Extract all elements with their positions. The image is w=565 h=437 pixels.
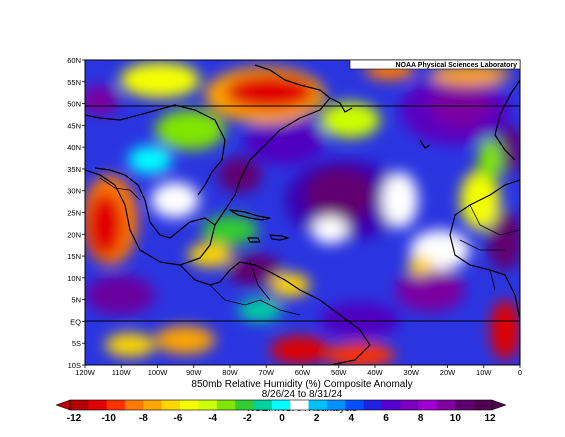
colorbar-label: 8 xyxy=(418,413,424,424)
lat-label: 5N xyxy=(71,296,81,305)
colorbar-swatch xyxy=(88,400,107,410)
colorbar-arrow-left xyxy=(55,399,71,411)
colorbar-labels: -12 -10 -8 -6 -4 -2 0 2 4 6 8 10 12 xyxy=(67,413,496,424)
colorbar-label: -10 xyxy=(101,413,116,424)
lat-label: 25N xyxy=(67,209,81,218)
colorbar-label: -8 xyxy=(139,413,148,424)
colorbar-swatch xyxy=(326,400,346,410)
coastlines xyxy=(85,64,520,365)
lon-label: 70W xyxy=(259,368,275,377)
colorbar-arrow-right xyxy=(491,399,507,411)
colorbar-swatch xyxy=(143,400,163,410)
colorbar-label: 10 xyxy=(450,413,462,424)
colorbar-swatch xyxy=(125,400,144,410)
lat-label: 35N xyxy=(67,165,81,174)
colorbar-swatch xyxy=(216,400,236,410)
colorbar-swatch xyxy=(198,400,218,410)
colorbar-label: -2 xyxy=(243,413,252,424)
map-title: 850mb Relative Humidity (%) Composite An… xyxy=(191,379,412,390)
lon-label: 90W xyxy=(186,368,202,377)
lon-label: 110W xyxy=(112,368,132,377)
colorbar-label: -12 xyxy=(67,413,82,424)
colorbar-swatch xyxy=(106,400,126,410)
colorbar-swatch xyxy=(70,400,89,410)
colorbar-label: -4 xyxy=(208,413,217,424)
lat-label: 55N xyxy=(67,78,81,87)
colorbar-label: -6 xyxy=(174,413,183,424)
colorbar-swatch xyxy=(161,400,181,410)
lon-label: 10W xyxy=(476,368,492,377)
colorbar-swatch xyxy=(363,400,383,410)
colorbar-swatch xyxy=(345,400,364,410)
colorbar-swatch xyxy=(400,400,419,410)
lon-label: 60W xyxy=(295,368,311,377)
colorbar-swatch xyxy=(235,400,254,410)
lon-label: 20W xyxy=(440,368,456,377)
lat-label: 45N xyxy=(67,121,81,130)
colorbar-label: 12 xyxy=(484,413,496,424)
colorbar-swatch xyxy=(381,400,401,410)
lon-label: 40W xyxy=(367,368,383,377)
lat-label: 50N xyxy=(67,100,81,109)
lat-label: 10N xyxy=(67,274,81,283)
lat-label: 5S xyxy=(72,339,81,348)
colorbar-label: 0 xyxy=(279,413,285,424)
colorbar-swatch xyxy=(455,400,474,410)
colorbar-swatch xyxy=(436,400,456,410)
humidity-field xyxy=(85,60,520,365)
lat-label: EQ xyxy=(70,317,81,326)
colorbar-swatch xyxy=(290,400,309,410)
colorbar-swatch xyxy=(418,400,438,410)
colorbar xyxy=(55,399,507,411)
colorbar-swatch xyxy=(271,400,291,410)
date-range: 8/26/24 to 8/31/24 xyxy=(262,389,343,400)
longitude-labels: 120W 110W 100W 90W 80W 70W 60W 50W 40W 30W 20W 10W 0 xyxy=(75,365,522,377)
credit-box xyxy=(349,59,521,70)
colorbar-swatch xyxy=(180,400,199,410)
latitude-labels: 60N 55N 50N 45N 40N 35N 30N 25N 20N 15N 10N 5N EQ 5S 1… xyxy=(67,56,85,370)
colorbar-label: 6 xyxy=(383,413,389,424)
colorbar-swatch xyxy=(473,400,493,410)
credit-text: NOAA Physical Sciences Laboratory xyxy=(395,62,517,69)
lon-label: 80W xyxy=(222,368,238,377)
colorbar-swatch xyxy=(253,400,273,410)
lon-label: 50W xyxy=(331,368,347,377)
lat-label: 60N xyxy=(67,56,81,65)
lon-label: 100W xyxy=(148,368,169,377)
lat-label: 30N xyxy=(67,187,81,196)
lon-label: 120W xyxy=(75,368,96,377)
lat-label: 40N xyxy=(67,143,81,152)
lat-label: 10S xyxy=(68,361,81,370)
lon-label: 30W xyxy=(404,368,420,377)
colorbar-label: 2 xyxy=(314,413,320,424)
colorbar-label: 4 xyxy=(349,413,355,424)
lat-label: 20N xyxy=(67,230,81,239)
lat-label: 15N xyxy=(67,252,81,261)
colorbar-frame xyxy=(69,399,493,411)
country-borders xyxy=(99,177,520,316)
lon-label: 0 xyxy=(518,368,522,377)
colorbar-swatch xyxy=(308,400,328,410)
